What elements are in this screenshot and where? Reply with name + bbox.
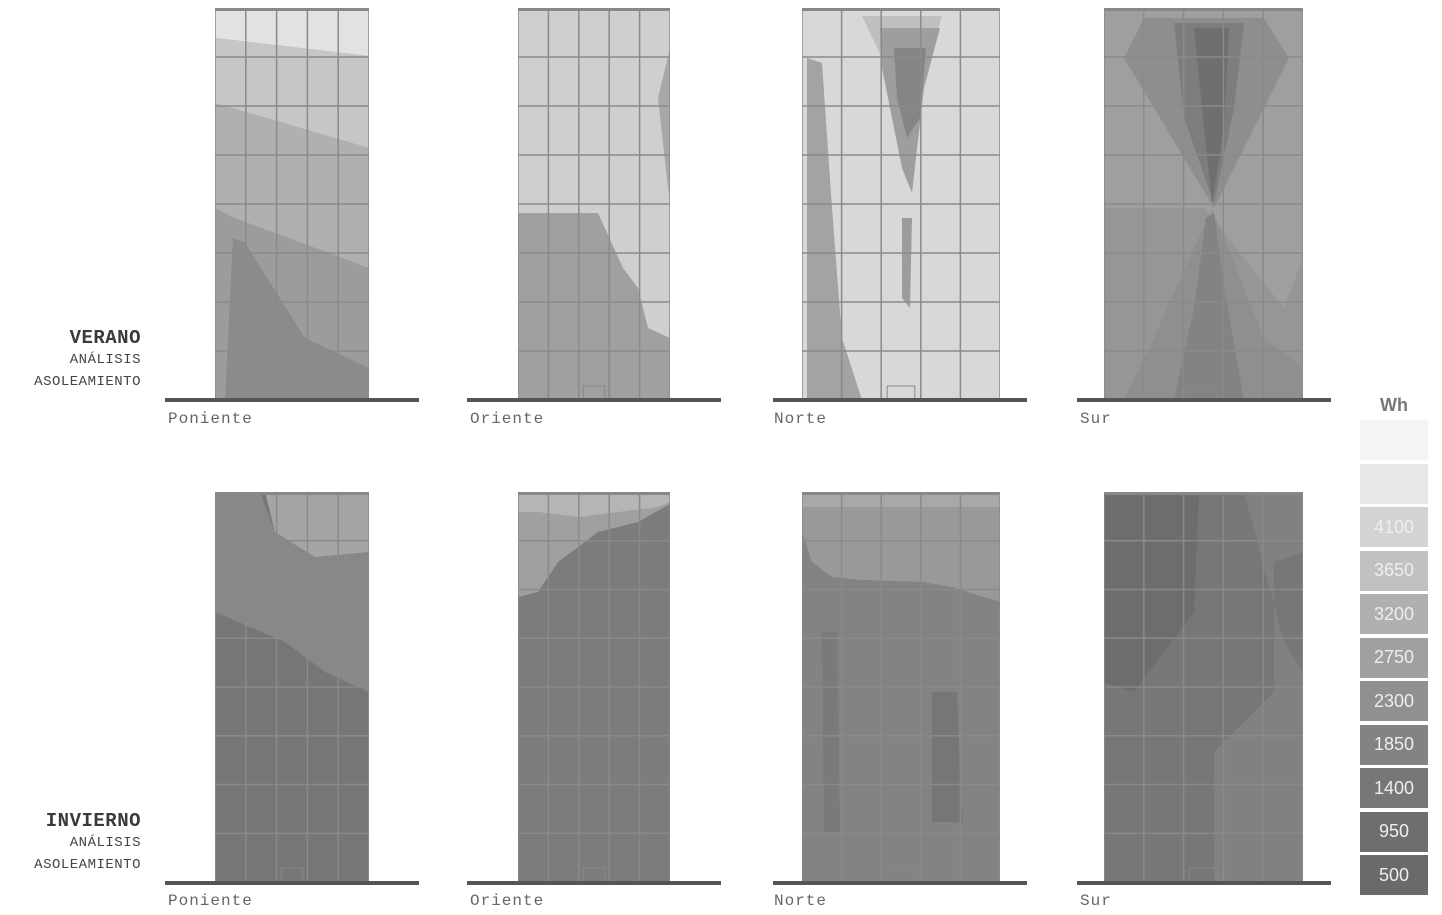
legend-value: 4100 (1373, 516, 1415, 537)
roof-edge (518, 492, 670, 495)
facade-label: Oriente (470, 892, 545, 910)
entrance-door (280, 867, 304, 882)
roof-edge (802, 492, 1000, 495)
facade-verano-oriente (518, 8, 670, 400)
roof-edge (802, 8, 1000, 11)
facade-verano-poniente (215, 8, 369, 400)
row-title: VERANO (69, 327, 141, 349)
legend-value: 3200 (1373, 603, 1415, 624)
legend-swatch: 4100 (1360, 507, 1428, 547)
facade-label: Oriente (470, 410, 545, 428)
facade-invierno-norte (802, 492, 1000, 882)
legend-swatch (1360, 463, 1428, 504)
facade-verano-norte (802, 8, 1000, 400)
row-subtitle: ASOLEAMIENTO (34, 857, 141, 873)
facade-invierno-poniente (215, 492, 369, 882)
facade-verano-sur (1104, 8, 1303, 400)
legend: Wh 4100 3650 3200 2750 2300 1850 1400 950 500 (1360, 390, 1428, 899)
roof-edge (1104, 8, 1303, 11)
row-subtitle: ASOLEAMIENTO (34, 374, 141, 390)
ground-line (773, 398, 1027, 402)
ground-line (165, 881, 419, 885)
entrance-door (280, 385, 304, 400)
legend-value: 2300 (1373, 690, 1415, 711)
roof-edge (518, 8, 670, 11)
entrance-door (1189, 867, 1218, 882)
facade-label: Poniente (168, 892, 253, 910)
facade-invierno-sur (1104, 492, 1303, 882)
legend-swatch: 950 (1360, 811, 1428, 852)
entrance-door (886, 867, 916, 882)
legend-value: 500 (1378, 864, 1410, 885)
legend-swatch: 500 (1360, 855, 1428, 895)
ground-line (165, 398, 419, 402)
row-subtitle: ANÁLISIS (69, 835, 141, 851)
facade-label: Poniente (168, 410, 253, 428)
legend-swatch: 3200 (1360, 594, 1428, 634)
legend-unit: Wh (1380, 395, 1408, 415)
legend-swatch: 2750 (1360, 637, 1428, 678)
facade-label: Norte (774, 892, 828, 910)
row-subtitle: ANÁLISIS (69, 352, 141, 368)
entrance-door (886, 385, 916, 400)
ground-line (467, 398, 721, 402)
roof-edge (215, 8, 369, 11)
verano-title-block: VERANO ANÁLISIS ASOLEAMIENTO (34, 327, 141, 393)
legend-value: 1850 (1373, 734, 1415, 754)
legend-swatch: 1400 (1360, 768, 1428, 808)
facade-label: Sur (1080, 892, 1112, 910)
ground-line (1077, 881, 1331, 885)
legend-swatch: 1850 (1360, 724, 1428, 765)
legend-swatch: 2300 (1360, 681, 1428, 721)
ground-line (773, 881, 1027, 885)
facade-label: Sur (1080, 410, 1112, 428)
facade-label: Norte (774, 410, 828, 428)
row-title: INVIERNO (45, 810, 141, 832)
legend-value: 950 (1378, 821, 1410, 841)
legend-swatch (1360, 420, 1428, 460)
entrance-door (582, 385, 606, 400)
invierno-title-block: INVIERNO ANÁLISIS ASOLEAMIENTO (34, 810, 141, 876)
roof-edge (215, 492, 369, 495)
entrance-door (582, 867, 606, 882)
entrance-door (1189, 385, 1218, 400)
legend-value: 1400 (1373, 777, 1415, 798)
legend-value: 2750 (1373, 647, 1415, 667)
ground-line (467, 881, 721, 885)
roof-edge (1104, 492, 1303, 495)
legend-value: 3650 (1373, 560, 1415, 580)
facade-invierno-oriente (518, 492, 670, 882)
legend-swatch: 3650 (1360, 550, 1428, 591)
ground-line (1077, 398, 1331, 402)
